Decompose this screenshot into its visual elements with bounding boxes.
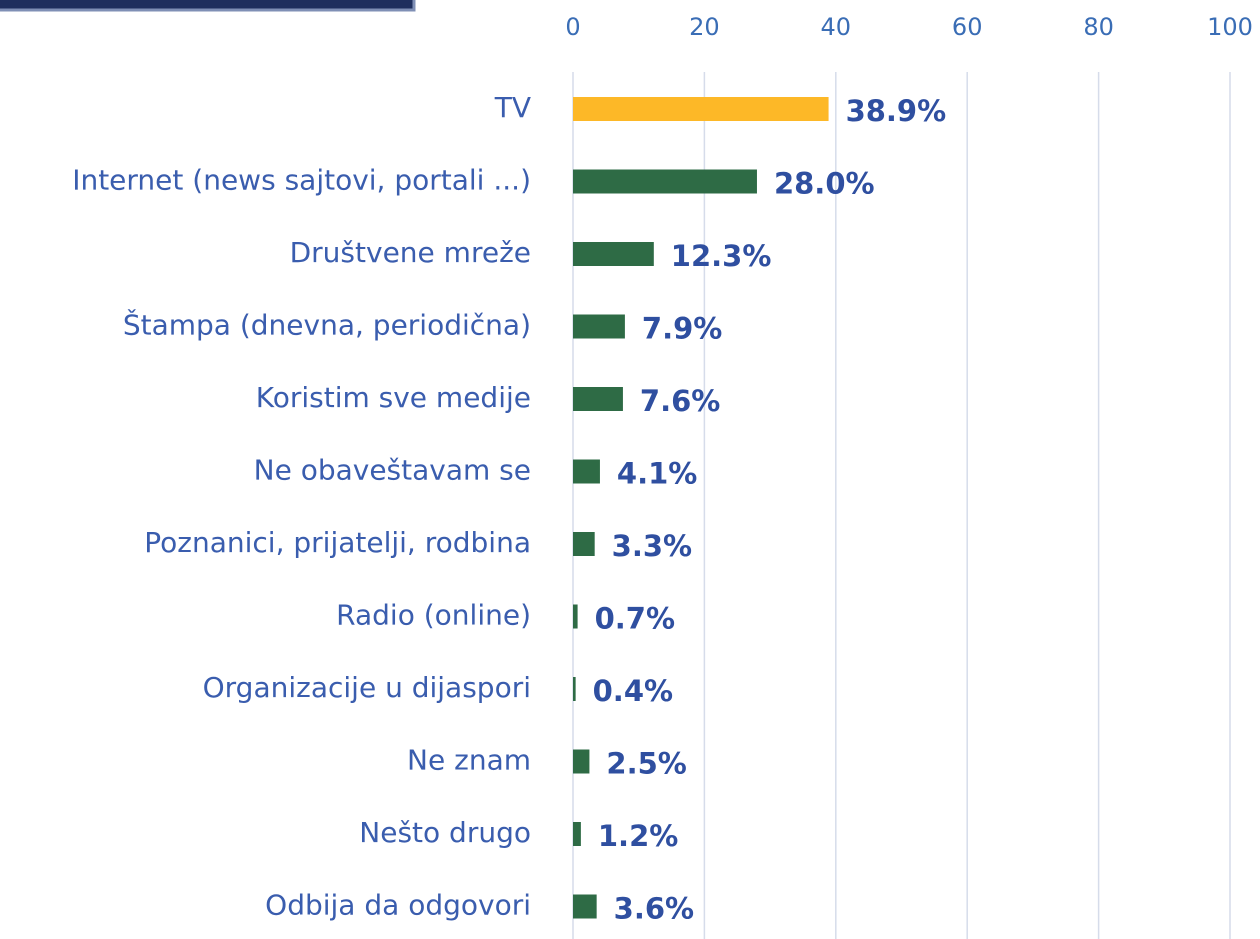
bar: [573, 604, 578, 629]
bar: [573, 169, 757, 194]
data-label: 0.7%: [595, 602, 675, 636]
x-tick-label: 100: [1207, 13, 1253, 41]
data-label: 2.5%: [606, 747, 686, 781]
bar: [573, 677, 576, 701]
data-label: 7.6%: [640, 384, 720, 418]
bar: [573, 894, 597, 919]
category-label: Internet (news sajtovi, portali ...): [72, 164, 531, 197]
category-label: Štampa (dnevna, periodična): [123, 308, 531, 342]
data-label: 28.0%: [774, 167, 875, 201]
bar: [573, 242, 654, 266]
data-label: 1.2%: [598, 819, 678, 853]
category-label: Ne znam: [407, 744, 531, 777]
bar: [573, 97, 829, 121]
data-label: 7.9%: [642, 312, 722, 346]
category-label: Koristim sve medije: [256, 381, 531, 414]
data-label: 12.3%: [671, 239, 772, 273]
bar: [573, 314, 625, 339]
x-tick-label: 20: [689, 13, 720, 41]
category-label: Poznanici, prijatelji, rodbina: [144, 526, 531, 559]
bar: [573, 387, 623, 411]
data-label: 4.1%: [617, 457, 697, 491]
category-label: TV: [494, 91, 531, 124]
category-label: Ne obaveštavam se: [254, 454, 531, 487]
data-label: 3.6%: [614, 892, 694, 926]
x-tick-label: 40: [821, 13, 852, 41]
bar: [573, 532, 595, 556]
data-label: 3.3%: [612, 529, 692, 563]
bar: [573, 749, 590, 774]
category-label: Društvene mreže: [290, 236, 531, 269]
x-tick-label: 0: [565, 13, 580, 41]
data-label: 0.4%: [593, 674, 673, 708]
bar: [573, 822, 581, 846]
data-label: 38.9%: [846, 94, 947, 128]
category-label: Radio (online): [336, 599, 531, 632]
category-label: Organizacije u dijaspori: [203, 671, 531, 704]
x-tick-label: 60: [952, 13, 983, 41]
bar: [573, 459, 600, 484]
category-label: Nešto drugo: [359, 816, 531, 849]
header-box: [0, 0, 416, 12]
category-label: Odbija da odgovori: [265, 889, 531, 922]
x-tick-label: 80: [1083, 13, 1114, 41]
